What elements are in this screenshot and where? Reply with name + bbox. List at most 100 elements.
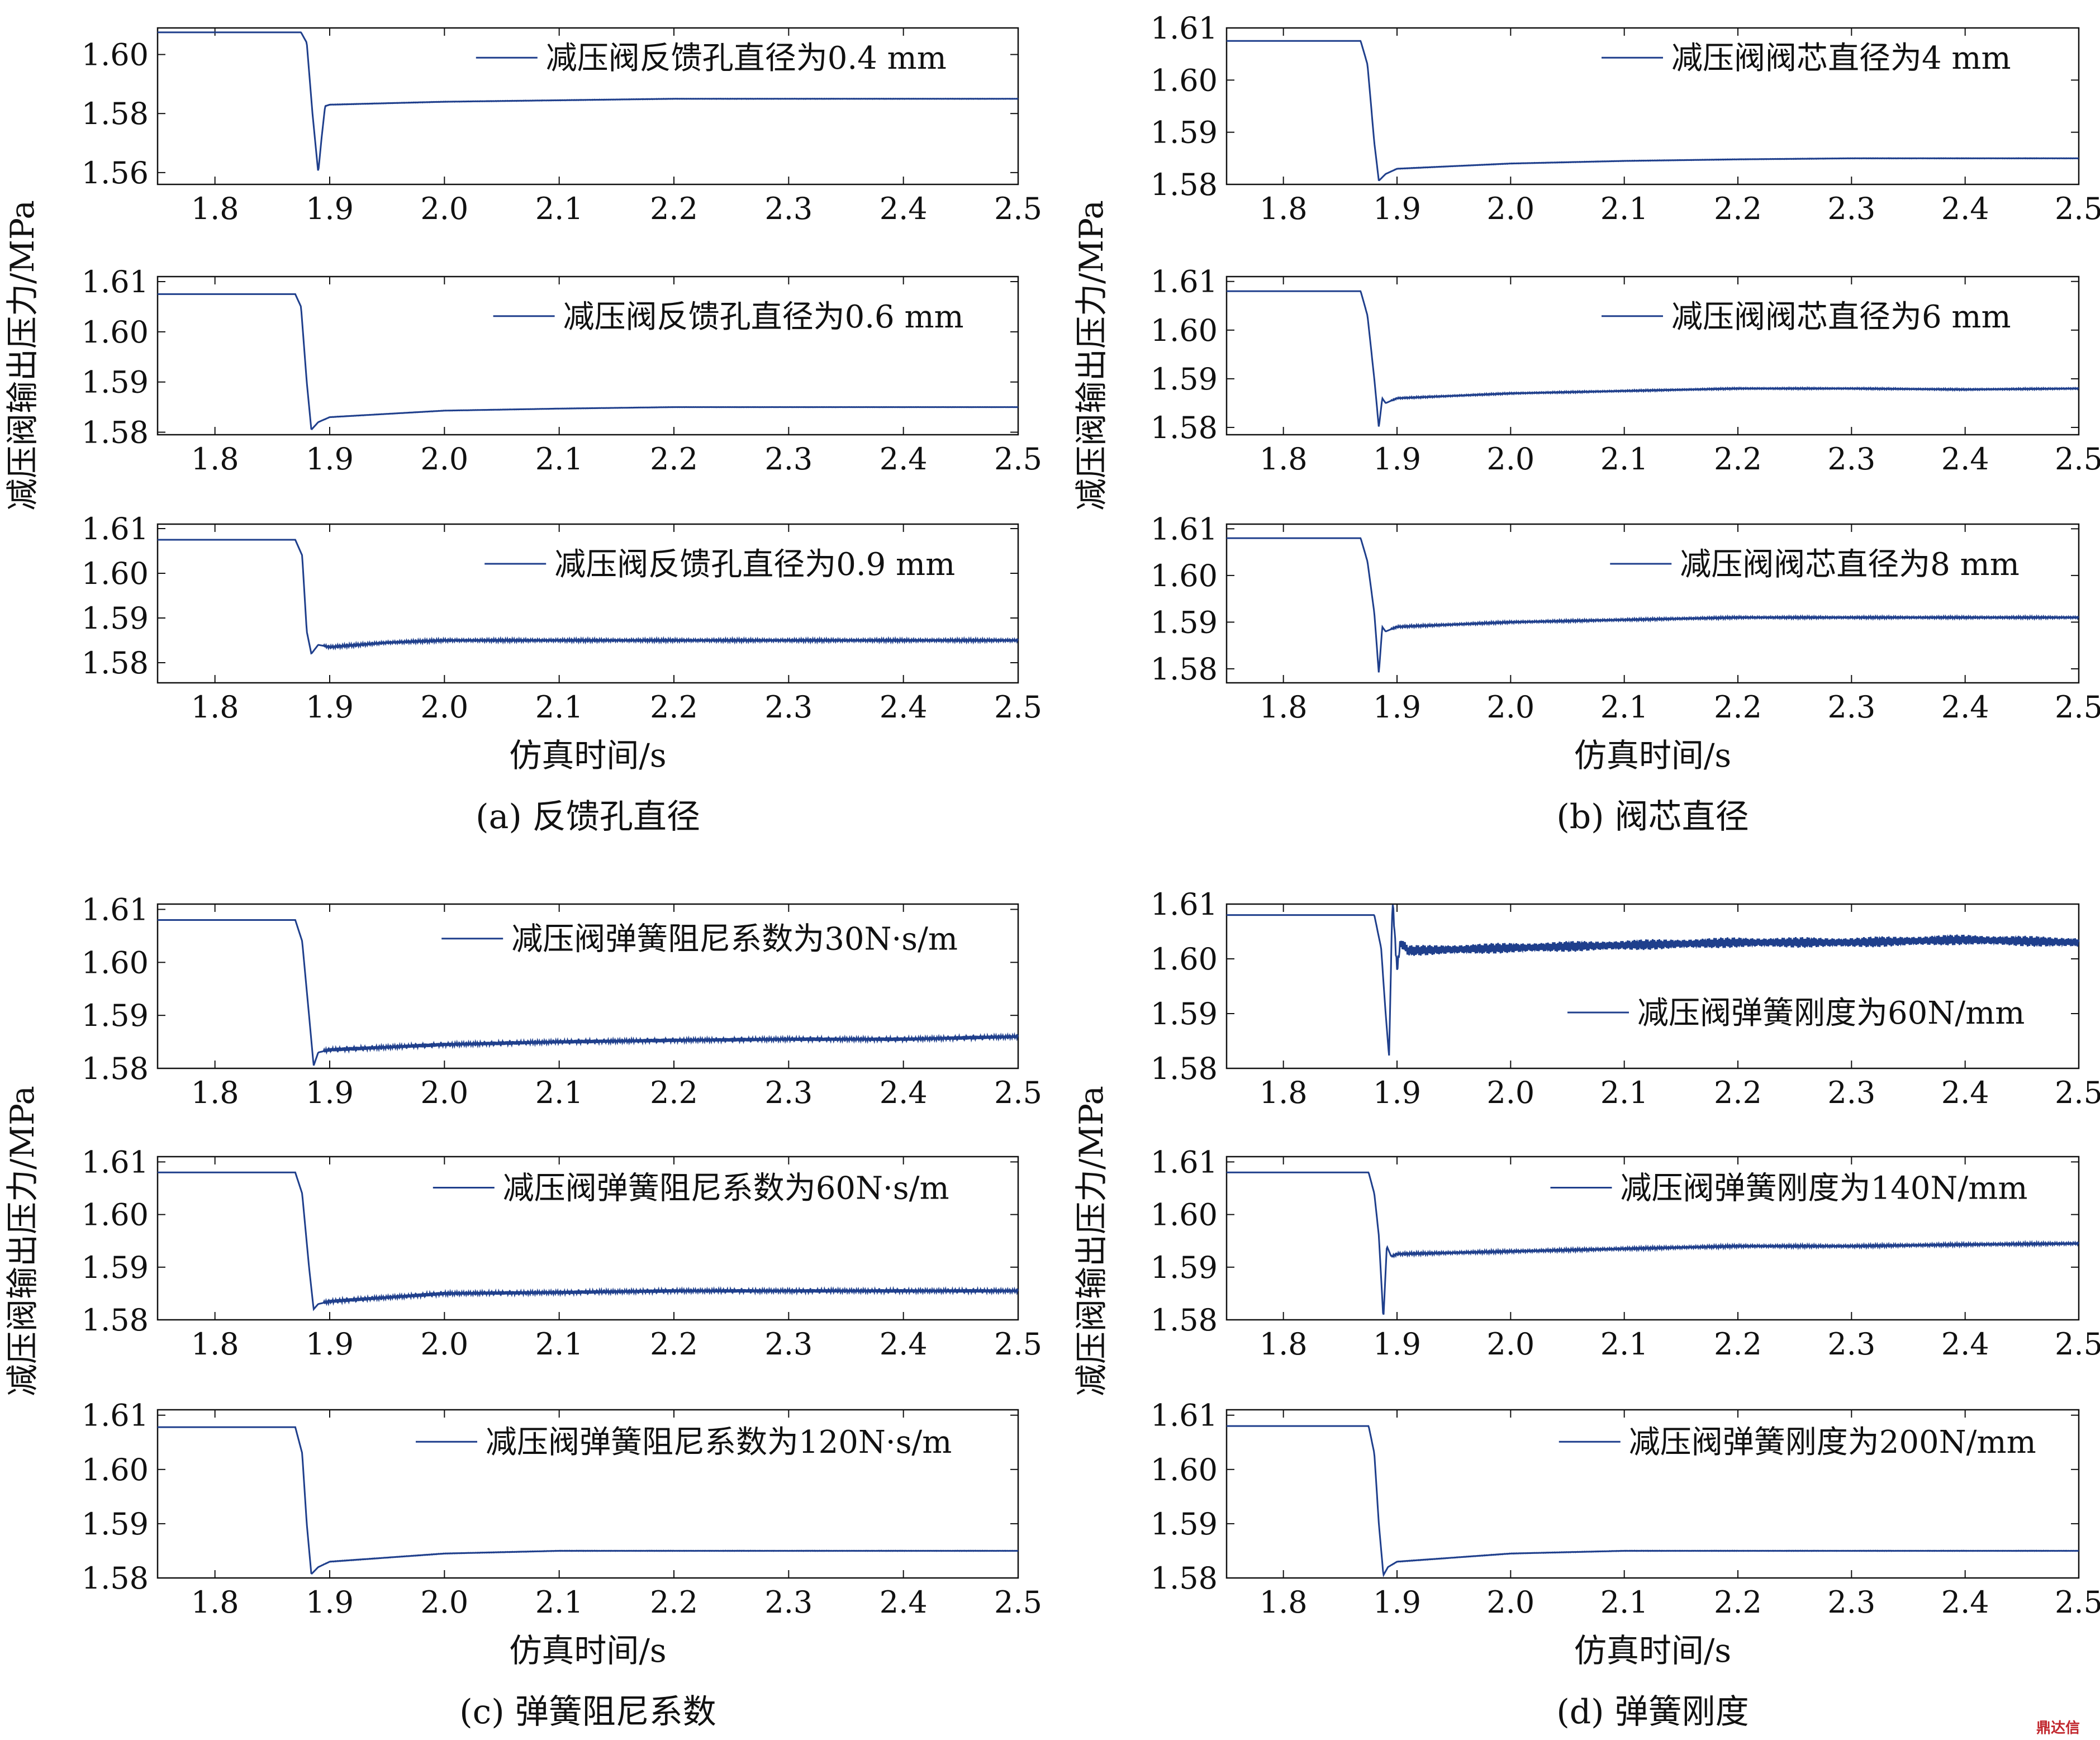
- x-tick-label: 2.1: [535, 191, 583, 226]
- x-tick-label: 2.1: [1600, 1075, 1648, 1110]
- plot-frame: [1225, 903, 2080, 1069]
- y-tick-label: 1.60: [82, 315, 149, 350]
- x-tick-label: 2.1: [1600, 1327, 1648, 1362]
- y-tick-label: 1.58: [82, 415, 149, 450]
- x-tick-label: 2.5: [2055, 1075, 2100, 1110]
- x-tick-label: 2.5: [994, 1585, 1042, 1620]
- series-line: [1227, 537, 2079, 673]
- y-tick-label: 1.59: [82, 998, 149, 1033]
- y-tick-label: 1.60: [1151, 1197, 1218, 1233]
- y-axis-label: 减压阀输出压力/MPa: [3, 1086, 41, 1396]
- panel-a: 1.8 1.9 2.0 2.1 2.2 2.3 2.4 2.5 1.56 1.58 1.60 减压阀反…: [3, 27, 1042, 836]
- x-tick-label: 2.2: [650, 1075, 698, 1110]
- x-tick-label: 2.5: [994, 441, 1042, 477]
- x-tick-label: 2.2: [650, 1585, 698, 1620]
- x-tick-label: 1.9: [306, 1075, 354, 1110]
- subplot: 1.8 1.9 2.0 2.1 2.2 2.3 2.4 2.5 1.58 1.59 1.60 1.61…: [82, 892, 1042, 1110]
- series-line: [158, 539, 1019, 655]
- x-tick-label: 2.5: [2055, 1327, 2100, 1362]
- y-tick-label: 1.58: [1151, 167, 1218, 202]
- series-line: [158, 293, 1019, 430]
- y-tick-label: 1.58: [1151, 410, 1218, 445]
- x-tick-label: 2.2: [650, 690, 698, 725]
- series-line: [158, 1171, 1019, 1311]
- y-tick-label: 1.59: [1151, 996, 1218, 1031]
- y-tick-label: 1.58: [1151, 1302, 1218, 1338]
- legend-label: 减压阀反馈孔直径为0.9 mm: [554, 546, 955, 583]
- x-tick-label: 1.8: [191, 690, 239, 725]
- plot-frame: [156, 275, 1019, 436]
- subplot: 1.8 1.9 2.0 2.1 2.2 2.3 2.4 2.5 1.58 1.59 1.60 1.61…: [1151, 11, 2100, 226]
- y-tick-label: 1.61: [1151, 1398, 1218, 1433]
- y-tick-label: 1.59: [82, 601, 149, 636]
- x-tick-label: 2.3: [1827, 1075, 1875, 1110]
- subplot: 1.8 1.9 2.0 2.1 2.2 2.3 2.4 2.5 1.58 1.59 1.60 1.61…: [1151, 511, 2100, 725]
- y-tick-label: 1.59: [82, 365, 149, 400]
- x-tick-label: 2.3: [1827, 1585, 1875, 1620]
- plot-frame: [1225, 1156, 2080, 1321]
- x-tick-label: 1.9: [1373, 1585, 1421, 1620]
- x-tick-label: 2.3: [1827, 441, 1875, 477]
- x-tick-label: 1.9: [306, 1327, 354, 1362]
- y-tick-label: 1.59: [1151, 362, 1218, 397]
- series-line: [158, 1426, 1019, 1575]
- y-tick-label: 1.60: [82, 37, 149, 73]
- y-tick-label: 1.59: [82, 1506, 149, 1542]
- x-tick-label: 1.9: [1373, 191, 1421, 226]
- x-axis-label: 仿真时间/s: [1574, 1632, 1731, 1670]
- x-tick-label: 1.8: [1260, 1327, 1308, 1362]
- y-tick-label: 1.61: [1151, 887, 1218, 922]
- x-tick-label: 1.9: [1373, 1075, 1421, 1110]
- x-tick-label: 2.1: [535, 1327, 583, 1362]
- y-tick-label: 1.58: [82, 1302, 149, 1338]
- x-axis-label: 仿真时间/s: [1574, 736, 1731, 774]
- x-tick-label: 1.8: [191, 1075, 239, 1110]
- x-tick-label: 2.2: [650, 441, 698, 477]
- y-tick-label: 1.60: [82, 1452, 149, 1487]
- y-tick-label: 1.61: [82, 511, 149, 546]
- x-tick-label: 2.4: [1941, 1075, 1989, 1110]
- y-tick-label: 1.58: [1151, 1051, 1218, 1086]
- x-tick-label: 2.1: [535, 441, 583, 477]
- y-tick-label: 1.60: [1151, 63, 1218, 98]
- x-tick-label: 1.8: [1260, 191, 1308, 226]
- y-axis-label: 减压阀输出压力/MPa: [3, 200, 41, 511]
- y-axis-label: 减压阀输出压力/MPa: [1072, 1086, 1110, 1396]
- x-tick-label: 2.5: [994, 1075, 1042, 1110]
- panel-caption: (d) 弹簧刚度: [1556, 1693, 1749, 1732]
- watermark: 鼎达信: [2036, 1720, 2080, 1737]
- x-tick-label: 1.8: [1260, 690, 1308, 725]
- x-tick-label: 1.9: [1373, 441, 1421, 477]
- y-tick-label: 1.58: [82, 645, 149, 681]
- x-tick-label: 2.5: [2055, 1585, 2100, 1620]
- x-tick-label: 2.5: [994, 690, 1042, 725]
- x-tick-label: 2.5: [2055, 191, 2100, 226]
- plot-frame: [156, 27, 1019, 186]
- legend-label: 减压阀弹簧刚度为140N/mm: [1621, 1170, 2028, 1206]
- x-tick-label: 2.5: [994, 191, 1042, 226]
- x-tick-label: 1.8: [191, 1327, 239, 1362]
- y-tick-label: 1.56: [82, 155, 149, 191]
- y-tick-label: 1.60: [82, 556, 149, 591]
- y-tick-label: 1.59: [1151, 605, 1218, 640]
- series-line: [1227, 905, 2080, 1056]
- y-tick-label: 1.61: [1151, 511, 1218, 546]
- y-tick-label: 1.60: [1151, 313, 1218, 348]
- legend-label: 减压阀弹簧阻尼系数为60N·s/m: [503, 1170, 949, 1206]
- x-tick-label: 2.2: [650, 1327, 698, 1362]
- x-tick-label: 2.4: [1941, 1327, 1989, 1362]
- x-tick-label: 2.0: [1486, 1585, 1534, 1620]
- series-line: [1227, 1425, 2079, 1577]
- subplot: 1.8 1.9 2.0 2.1 2.2 2.3 2.4 2.5 1.58 1.59 1.60 1.61…: [82, 1398, 1042, 1620]
- y-tick-label: 1.61: [82, 1398, 149, 1433]
- x-tick-label: 2.0: [420, 1075, 468, 1110]
- x-tick-label: 2.1: [1600, 191, 1648, 226]
- plot-frame: [1225, 523, 2080, 684]
- panel-caption: (a) 反馈孔直径: [476, 797, 700, 836]
- x-tick-label: 2.0: [420, 441, 468, 477]
- x-tick-label: 2.5: [994, 1327, 1042, 1362]
- x-tick-label: 2.4: [880, 441, 928, 477]
- x-tick-label: 2.2: [1714, 690, 1762, 725]
- x-tick-label: 1.8: [191, 191, 239, 226]
- x-tick-label: 2.2: [1714, 1075, 1762, 1110]
